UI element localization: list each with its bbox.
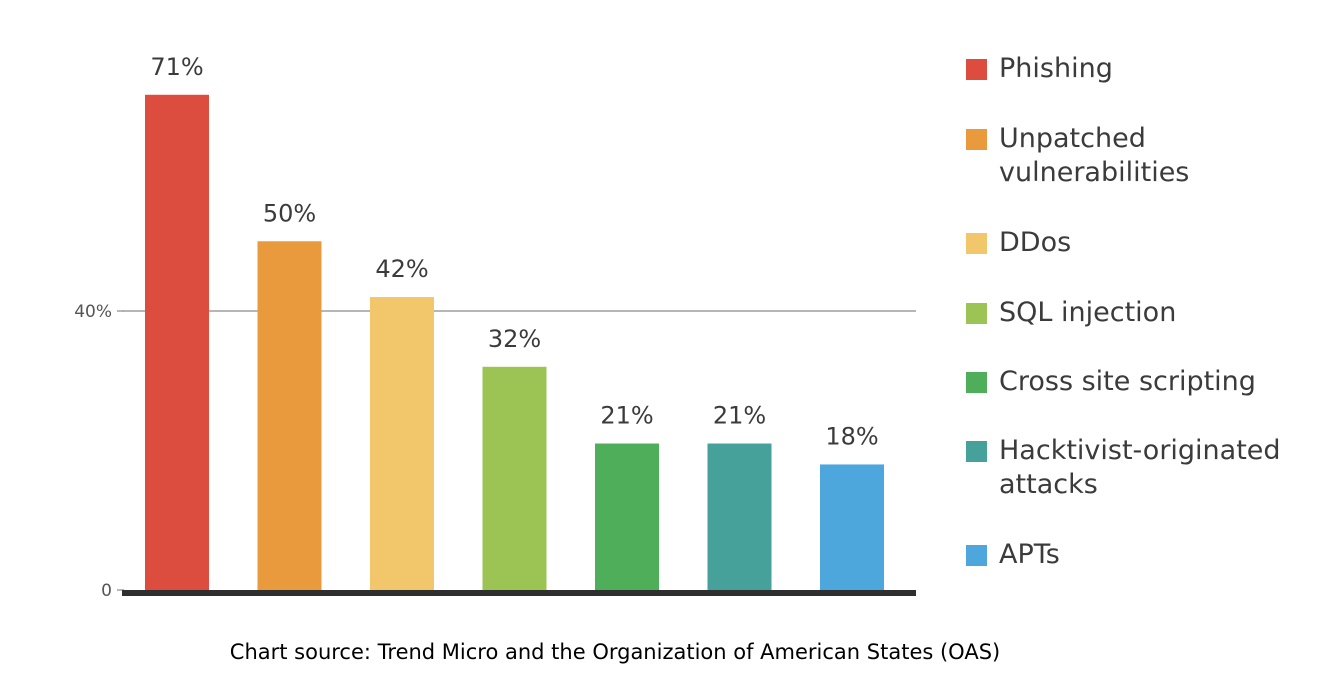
- data-labels: 71% 50% 42% 32% 21% 21% 18%: [150, 53, 878, 451]
- bar-ddos: [370, 297, 434, 590]
- bar-unpatched-vulnerabilities: [257, 241, 322, 590]
- legend-swatch: [966, 233, 987, 254]
- legend-label: Unpatched vulnerabilities: [999, 123, 1190, 188]
- legend-swatch: [966, 303, 987, 324]
- data-label: 71%: [150, 53, 203, 81]
- legend-label: Hacktivist-originated attacks: [999, 435, 1281, 500]
- legend-swatch: [966, 545, 987, 566]
- legend-swatch: [966, 441, 987, 462]
- bar-phishing: [145, 94, 209, 591]
- y-tick-label: 40%: [74, 302, 112, 322]
- legend-label: Phishing: [999, 53, 1113, 84]
- data-label: 21%: [713, 402, 766, 430]
- data-label: 32%: [488, 325, 541, 353]
- data-label: 42%: [375, 255, 428, 283]
- bar-hacktivist-originated-attacks: [707, 443, 772, 590]
- y-tick-label: 0: [101, 581, 112, 601]
- legend-swatch: [966, 372, 987, 393]
- legend-item: Hacktivist-originated attacks: [966, 434, 1309, 502]
- bar-sql-injection: [482, 366, 547, 590]
- bars: [145, 94, 884, 591]
- legend-item: Cross site scripting: [966, 365, 1309, 399]
- data-label: 21%: [600, 402, 653, 430]
- legend-item: Unpatched vulnerabilities: [966, 122, 1309, 190]
- chart-source-note: Chart source: Trend Micro and the Organi…: [229, 640, 1001, 664]
- y-axis-ticks: 0 40%: [74, 302, 124, 601]
- legend-item: SQL injection: [966, 296, 1309, 330]
- legend-label: APTs: [999, 539, 1060, 570]
- data-label: 18%: [825, 422, 878, 450]
- bar-apts: [820, 464, 884, 590]
- legend-item: APTs: [966, 538, 1309, 572]
- bar-cross-site-scripting: [595, 443, 659, 590]
- legend-label: DDos: [999, 227, 1072, 258]
- data-label: 50%: [263, 199, 316, 227]
- legend-swatch: [966, 129, 987, 150]
- legend-label: Cross site scripting: [999, 366, 1256, 397]
- legend-label: SQL injection: [999, 297, 1177, 328]
- legend-item: Phishing: [966, 52, 1309, 86]
- legend-item: DDos: [966, 226, 1309, 260]
- legend-swatch: [966, 59, 987, 80]
